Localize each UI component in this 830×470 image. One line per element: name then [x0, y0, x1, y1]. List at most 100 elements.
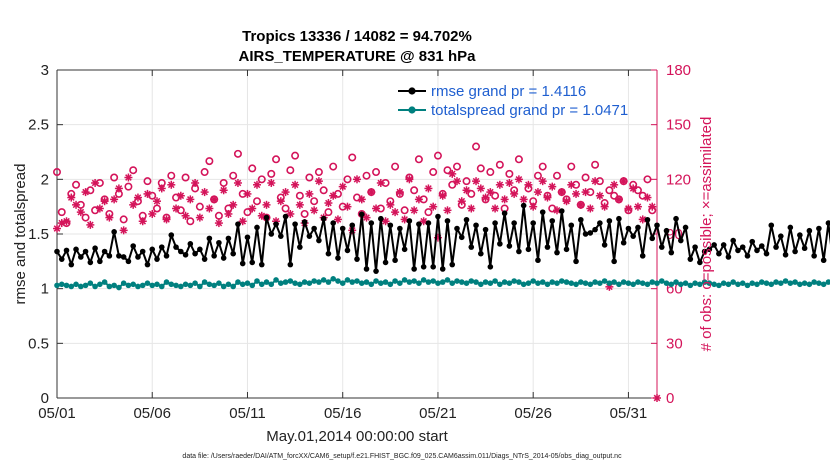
- rmse-point: [249, 259, 256, 266]
- obs-assimilated-point: [167, 180, 176, 189]
- totalspread-point: [644, 281, 651, 288]
- rmse-point: [139, 248, 146, 255]
- obs-possible-point: [257, 175, 266, 184]
- rmse-point: [254, 224, 260, 231]
- obs-assimilated-point: [305, 189, 314, 198]
- rmse-point: [501, 210, 508, 217]
- rmse-point: [716, 250, 722, 257]
- obs-assimilated-point: [624, 204, 633, 213]
- obs-assimilated-point: [219, 186, 228, 195]
- obs-possible-point: [272, 155, 281, 164]
- rmse-point: [606, 218, 613, 224]
- totalspread-point: [663, 280, 670, 287]
- y-tick-label: 0: [41, 390, 49, 407]
- rmse-point: [373, 268, 379, 274]
- rmse-point: [487, 264, 494, 270]
- obs-assimilated-point: [381, 217, 390, 226]
- rmse-point: [349, 222, 356, 229]
- totalspread-point: [82, 282, 89, 289]
- rmse-point: [725, 254, 732, 260]
- totalspread-point: [187, 282, 194, 289]
- obs-assimilated-point: [543, 193, 552, 202]
- totalspread-point: [639, 280, 646, 287]
- rmse-point: [420, 264, 427, 270]
- x-tick-label: 05/26: [514, 405, 552, 422]
- rmse-point: [87, 259, 94, 266]
- obs-assimilated-point: [557, 188, 566, 197]
- totalspread-point: [235, 279, 241, 285]
- totalspread-point: [139, 282, 146, 289]
- totalspread-point: [116, 284, 122, 291]
- rmse-point: [797, 232, 803, 238]
- rmse-point: [406, 218, 413, 224]
- rmse-point: [682, 224, 689, 231]
- totalspread-point: [282, 279, 289, 285]
- obs-assimilated-point: [86, 220, 95, 229]
- rmse-point: [58, 256, 65, 262]
- totalspread-point: [711, 281, 717, 288]
- obs-assimilated-point: [562, 197, 571, 206]
- totalspread-point: [558, 278, 565, 284]
- totalspread-point: [68, 283, 75, 290]
- obs-assimilated-point: [629, 184, 638, 193]
- rmse-point: [668, 249, 675, 256]
- obs-assimilated-point: [224, 209, 233, 218]
- y2-tick-label: 150: [666, 117, 691, 134]
- totalspread-point: [278, 280, 284, 287]
- obs-assimilated-point: [472, 177, 481, 186]
- totalspread-point: [316, 279, 322, 285]
- obs-assimilated-point: [391, 208, 400, 217]
- totalspread-point: [287, 278, 294, 284]
- obs-possible-point: [267, 169, 276, 178]
- totalspread-point: [182, 281, 189, 288]
- rmse-point: [482, 226, 489, 233]
- obs-assimilated-point: [157, 184, 166, 193]
- obs-possible-point: [472, 142, 481, 151]
- rmse-point: [639, 253, 646, 259]
- obs-assimilated-point: [362, 213, 371, 222]
- rmse-point: [354, 256, 360, 262]
- rmse-point: [111, 229, 117, 235]
- totalspread-point: [149, 282, 156, 289]
- rmse-point: [454, 225, 460, 232]
- obs-assimilated-point: [81, 188, 90, 197]
- rmse-point: [201, 256, 208, 262]
- obs-possible-point: [462, 177, 471, 186]
- obs-assimilated-point: [62, 217, 71, 226]
- rmse-point: [816, 225, 822, 232]
- rmse-point: [463, 216, 470, 223]
- totalspread-point: [654, 280, 660, 287]
- obs-possible-point: [195, 202, 204, 211]
- totalspread-point: [544, 281, 551, 288]
- rmse-point: [439, 266, 446, 272]
- totalspread-point: [63, 282, 70, 289]
- totalspread-point: [535, 280, 541, 287]
- rmse-point: [211, 253, 217, 259]
- totalspread-point: [468, 278, 475, 284]
- obs-possible-point: [319, 186, 328, 195]
- obs-assimilated-point: [410, 206, 419, 215]
- totalspread-point: [297, 281, 303, 288]
- rmse-point: [511, 220, 517, 226]
- rmse-point: [158, 244, 165, 250]
- totalspread-point: [554, 280, 560, 287]
- obs-assimilated-point: [162, 215, 171, 224]
- totalspread-point: [363, 279, 370, 285]
- rmse-point: [763, 250, 770, 257]
- rmse-point: [278, 233, 284, 239]
- legend-rmse-label: rmse grand pr = 1.4116: [431, 83, 586, 100]
- obs-assimilated-point: [53, 224, 61, 233]
- rmse-point: [758, 243, 765, 249]
- series-lines: [54, 202, 830, 291]
- obs-possible-point: [305, 173, 314, 182]
- obs-assimilated-point: [600, 202, 609, 211]
- totalspread-point: [125, 282, 132, 289]
- obs-possible-point: [143, 177, 152, 186]
- x-tick-labels: 05/01 05/06 05/11 05/16 05/21 05/26 05/31: [38, 405, 647, 422]
- obs-possible-point: [281, 204, 290, 213]
- rmse-point: [544, 244, 551, 250]
- totalspread-point: [739, 280, 746, 287]
- rmse-point: [811, 253, 817, 259]
- totalspread-point: [506, 280, 513, 287]
- obs-possible-point: [181, 173, 190, 182]
